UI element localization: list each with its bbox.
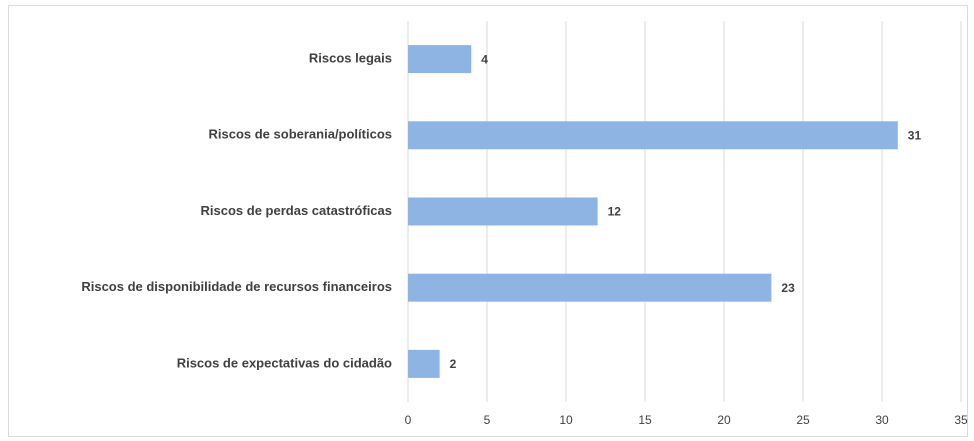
x-tick-label: 0: [405, 413, 412, 427]
x-tick-label: 10: [559, 413, 573, 427]
x-tick-label: 25: [796, 413, 810, 427]
x-tick-label: 30: [875, 413, 889, 427]
x-tick-label: 5: [484, 413, 491, 427]
y-tick-label: Riscos legais: [309, 51, 392, 66]
data-label: 2: [450, 357, 457, 371]
data-label: 4: [481, 52, 488, 66]
y-tick-label: Riscos de perdas catastróficas: [201, 203, 392, 218]
x-tick-label: 20: [717, 413, 731, 427]
x-tick-label: 35: [954, 413, 968, 427]
bar: [408, 45, 472, 74]
data-label: 12: [608, 205, 622, 219]
x-tick-label: 15: [638, 413, 652, 427]
bar: [408, 349, 440, 378]
bar: [408, 273, 772, 302]
y-tick-label: Riscos de expectativas do cidadão: [177, 355, 392, 370]
data-label: 23: [781, 281, 795, 295]
y-tick-label: Riscos de soberania/políticos: [209, 127, 393, 142]
data-label: 31: [908, 128, 922, 142]
bar: [408, 197, 598, 226]
bar: [408, 121, 898, 150]
y-tick-label: Riscos de disponibilidade de recursos fi…: [81, 279, 392, 294]
